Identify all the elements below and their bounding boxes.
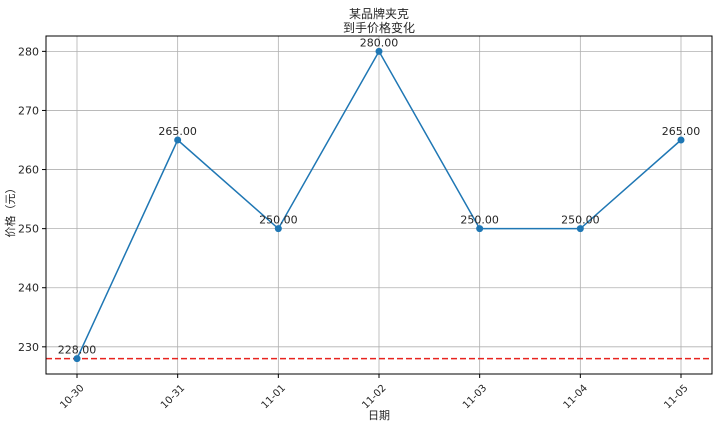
chart-title-line2: 到手价格变化 (343, 20, 415, 35)
data-label-10-30: 228.00 (58, 344, 97, 357)
data-label-11-04: 250.00 (561, 214, 600, 227)
x-tick-label-11-05: 11-05 (662, 383, 690, 411)
data-label-11-03: 250.00 (460, 214, 499, 227)
y-tick-label: 250 (18, 223, 39, 236)
data-label-11-01: 250.00 (259, 214, 298, 227)
data-label-10-31: 265.00 (158, 125, 197, 138)
x-tick-label-10-30: 10-30 (58, 383, 86, 411)
y-tick-label: 270 (18, 104, 39, 117)
data-point-10-31 (174, 136, 182, 144)
data-label-layer: 228.00 265.00 250.00 280.00 250.00 250.00 265.… (58, 36, 701, 356)
x-tick-label-11-04: 11-04 (562, 383, 590, 411)
chart-title-line1: 某品牌夹克 (349, 7, 409, 21)
data-label-11-05: 265.00 (662, 125, 701, 138)
x-tick-label-11-01: 11-01 (260, 383, 288, 411)
x-axis-label: 日期 (368, 409, 390, 422)
y-tick-label: 230 (18, 341, 39, 354)
y-axis-label: 价格（元） (3, 183, 17, 238)
data-point-11-03 (476, 225, 484, 233)
x-tick-label-10-31: 10-31 (159, 383, 187, 411)
data-point-11-01 (274, 225, 282, 233)
data-label-11-02: 280.00 (360, 36, 399, 49)
data-point-11-04 (576, 225, 584, 233)
axis-layer: 230 240 250 260 270 280 10-30 10-31 11-01 11-02 11… (18, 35, 713, 411)
grid-layer (46, 36, 712, 374)
x-tick-label-11-02: 11-02 (360, 383, 388, 411)
x-tick-label-11-03: 11-03 (461, 383, 489, 411)
y-tick-label: 240 (18, 282, 39, 295)
y-tick-label: 280 (18, 45, 39, 58)
data-point-11-05 (677, 136, 685, 144)
y-tick-label: 260 (18, 164, 39, 177)
series-layer (73, 47, 685, 363)
data-point-10-30 (73, 355, 81, 363)
data-point-11-02 (375, 47, 383, 55)
